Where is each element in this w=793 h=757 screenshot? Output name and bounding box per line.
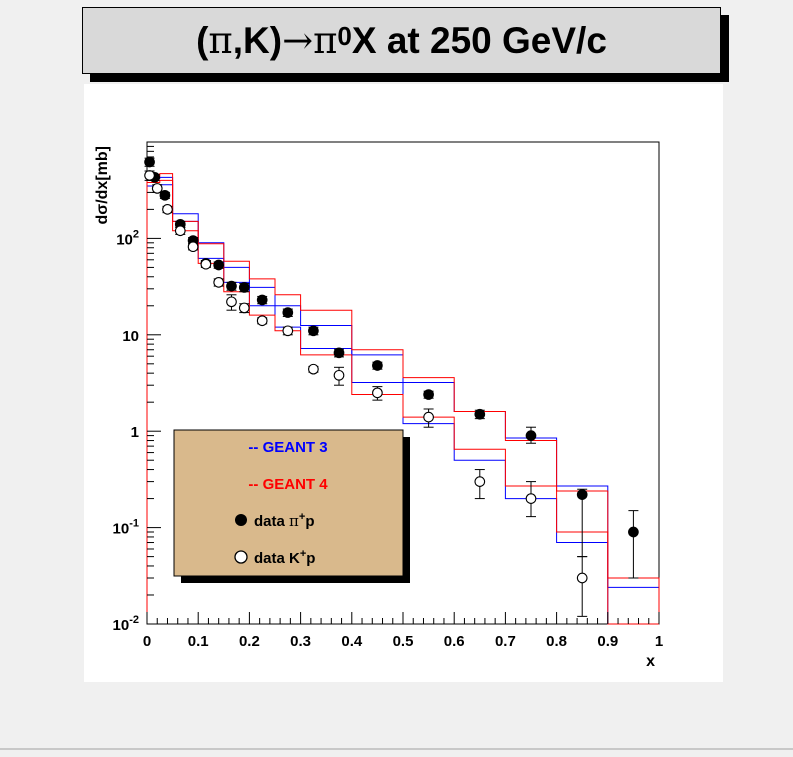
x-tick-label: 0.7 bbox=[495, 633, 516, 650]
legend-data-pi: data π+p bbox=[254, 511, 314, 530]
data-point-pi bbox=[226, 280, 237, 292]
data-point-pi bbox=[628, 526, 639, 538]
title-rest: X at 250 GeV/c bbox=[351, 19, 607, 61]
data-point-pi bbox=[308, 325, 319, 337]
data-point-pi bbox=[144, 156, 155, 168]
data-point-k bbox=[576, 572, 588, 584]
data-points bbox=[144, 156, 639, 617]
y-tick-label: 102 bbox=[116, 228, 139, 248]
legend-marker-pi bbox=[235, 514, 247, 526]
x-tick-label: 0.3 bbox=[290, 633, 311, 650]
title-middle: ,K) bbox=[232, 19, 283, 61]
x-tick-label: 0.4 bbox=[341, 633, 363, 650]
legend-geant3: -- GEANT 3 bbox=[248, 439, 327, 456]
data-point-k bbox=[187, 241, 199, 253]
data-point-k bbox=[200, 258, 212, 270]
y-tick-label: 10-1 bbox=[113, 518, 139, 538]
axis-ticks: 0 0.1 0.2 0.3 0.4 0.5 0.6 0.7 0.8 0.9 1 10-2 10-1 1 10… bbox=[113, 141, 663, 650]
legend-geant4: -- GEANT 4 bbox=[248, 476, 328, 493]
data-point-k bbox=[308, 363, 319, 375]
title-prefix: ( bbox=[196, 19, 209, 61]
data-point-pi bbox=[372, 360, 383, 371]
y-tick-label: 10-2 bbox=[113, 614, 139, 634]
data-point-k bbox=[474, 476, 486, 487]
x-tick-label: 0.9 bbox=[597, 633, 618, 650]
data-point-k bbox=[333, 369, 345, 381]
title-pi: π bbox=[208, 19, 233, 62]
data-point-pi bbox=[159, 189, 171, 201]
data-point-k bbox=[423, 411, 434, 423]
data-point-pi bbox=[525, 430, 537, 441]
data-point-k bbox=[213, 277, 225, 288]
data-point-k bbox=[144, 170, 155, 181]
title-superscript: 0 bbox=[337, 21, 352, 51]
histogram-geant4 bbox=[146, 179, 660, 624]
data-point-pi bbox=[333, 347, 345, 359]
title-pi-zero: π bbox=[313, 19, 338, 62]
data-point-k bbox=[226, 296, 237, 308]
data-point-pi bbox=[282, 307, 294, 318]
data-point-k bbox=[525, 493, 537, 504]
y-tick-label: 1 bbox=[131, 424, 139, 441]
legend-box bbox=[173, 429, 404, 577]
data-point-pi bbox=[474, 408, 486, 420]
x-tick-label: 0.2 bbox=[239, 633, 260, 650]
legend: -- GEANT 3 -- GEANT 4 data π+p data K+p bbox=[173, 429, 410, 583]
x-tick-label: 1 bbox=[655, 633, 663, 650]
legend-marker-k bbox=[234, 550, 248, 564]
x-tick-label: 0.5 bbox=[393, 633, 414, 650]
x-tick-label: 0.8 bbox=[546, 633, 567, 650]
data-point-k bbox=[372, 387, 383, 399]
legend-data-k: data K+p bbox=[254, 548, 315, 567]
data-point-k bbox=[256, 315, 268, 327]
histograms bbox=[146, 173, 660, 625]
x-tick-label: 0.6 bbox=[444, 633, 465, 650]
data-point-pi bbox=[423, 389, 434, 400]
data-point-k bbox=[151, 183, 163, 194]
data-point-k bbox=[282, 325, 294, 337]
data-point-pi bbox=[576, 489, 588, 500]
data-point-pi bbox=[256, 294, 268, 306]
data-point-pi bbox=[213, 259, 225, 271]
y-tick-label: 10 bbox=[122, 328, 139, 345]
data-point-k bbox=[174, 225, 186, 237]
title-arrow: → bbox=[282, 19, 314, 62]
x-axis-label: x bbox=[646, 653, 655, 670]
data-point-pi bbox=[238, 282, 250, 293]
data-point-k bbox=[162, 204, 173, 215]
data-point-k bbox=[238, 302, 250, 314]
y-axis-label: dσ/dx[mb] bbox=[94, 146, 111, 225]
x-tick-label: 0.1 bbox=[188, 633, 209, 650]
x-tick-label: 0 bbox=[143, 633, 151, 650]
